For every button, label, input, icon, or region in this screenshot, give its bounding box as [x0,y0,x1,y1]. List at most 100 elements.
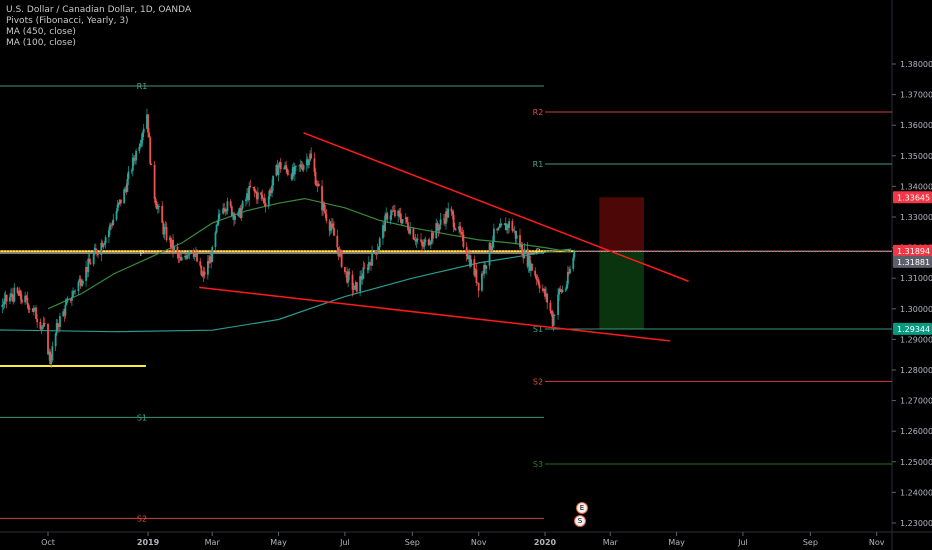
candle-body [161,205,164,223]
take-profit-zone[interactable] [599,251,644,329]
trendline[interactable] [199,286,671,342]
candle-body [73,290,76,292]
candle-body [59,316,61,328]
candle-body [497,227,500,231]
candle-body [360,276,363,280]
trendlines[interactable] [199,132,689,342]
candle-body [200,265,203,276]
candle-body [64,304,67,316]
candle-body [337,247,340,257]
candle-body [237,211,240,216]
candle-body [118,199,121,203]
indicator-ma-450[interactable]: MA (450, close) [6,27,76,37]
candle-body [88,258,91,263]
candle-body [424,239,427,242]
candle-body [85,267,87,281]
y-tick-label: 1.31000 [900,274,932,283]
candle-body [313,158,316,172]
candle-body [405,217,408,223]
candle-body [156,206,159,210]
trendline[interactable] [303,132,689,282]
candle-body [573,251,576,258]
candle-body [93,248,96,255]
stop-loss-zone[interactable] [599,197,644,252]
candle-body [246,193,248,200]
candle-body [112,219,115,226]
dividend-badge-icon[interactable]: S [574,515,586,527]
candle-body [293,166,296,175]
candle-body [125,188,128,192]
x-tick-label: Sep [405,538,420,547]
candle-body [164,227,167,228]
candle-body [404,217,407,220]
x-tick-label: Nov [869,538,885,547]
candle-body [422,245,425,247]
candle-body [302,165,305,170]
candle-body [109,224,111,231]
candle-body [361,278,364,280]
candle-body [459,226,462,232]
candle-body [453,227,456,230]
short-position-zone[interactable] [599,197,644,329]
candle-body [401,219,404,224]
price-tag: 1.31894 [893,244,932,257]
candle-body [287,173,290,175]
horizontal-lines[interactable] [0,250,575,368]
candle-body [345,271,347,273]
candle-body [3,298,6,305]
candle-body [34,307,36,309]
candle-body [398,210,401,214]
candle-body [150,163,153,165]
candle-body [474,269,477,276]
candle-body [196,253,198,262]
indicator-ma-100[interactable]: MA (100, close) [6,38,76,48]
candle-body [285,165,288,169]
indicator-pivots[interactable]: Pivots (Fibonacci, Yearly, 3) [6,16,129,26]
earnings-badge-icon[interactable]: E [576,502,588,514]
candle-body [519,235,521,248]
candle-body [362,267,365,279]
candle-body [4,294,7,299]
candle-body [447,208,450,218]
candle-body [299,164,302,166]
candle-body [568,272,570,274]
candle-body [503,223,506,226]
candle-body [187,254,190,256]
candle-body [383,225,385,232]
candle-body [116,204,119,212]
price-axis[interactable]: 1.38000 1.37000 1.36000 1.35000 1.34000 1.330… [892,60,932,528]
candle-body [277,165,280,175]
candle-body [214,232,217,248]
candle-body [108,230,110,238]
candle-body [333,228,335,236]
candle-body [490,247,493,251]
candle-body [315,184,318,186]
candle-body [218,213,221,215]
candle-body [343,267,346,272]
candle-body [56,322,59,327]
candle-body [535,275,538,280]
ma-450-line [0,248,572,333]
candle-body [541,288,544,291]
symbol-title[interactable]: U.S. Dollar / Canadian Dollar, 1D, OANDA [6,5,192,15]
candle-body [146,114,148,129]
candle-body [429,241,432,244]
candle-body [286,168,289,174]
candle-body [316,183,319,186]
y-tick-label: 1.36000 [900,121,932,130]
pivot-label: R2 [533,108,544,117]
candle-body [310,153,313,159]
candle-body [428,243,431,245]
candle-body [180,257,183,261]
candle-body [24,295,27,303]
candle-body [520,244,522,248]
candle-body [47,324,49,355]
candle-body [115,211,118,220]
candle-body [256,192,259,200]
candle-body [400,219,403,224]
candle-body [367,262,370,270]
candle-body [566,272,569,285]
candle-body [298,165,301,167]
time-axis[interactable]: Oct 2019 Mar May Jul Sep Nov 2020 Mar May Jul Sep No… [41,532,885,547]
